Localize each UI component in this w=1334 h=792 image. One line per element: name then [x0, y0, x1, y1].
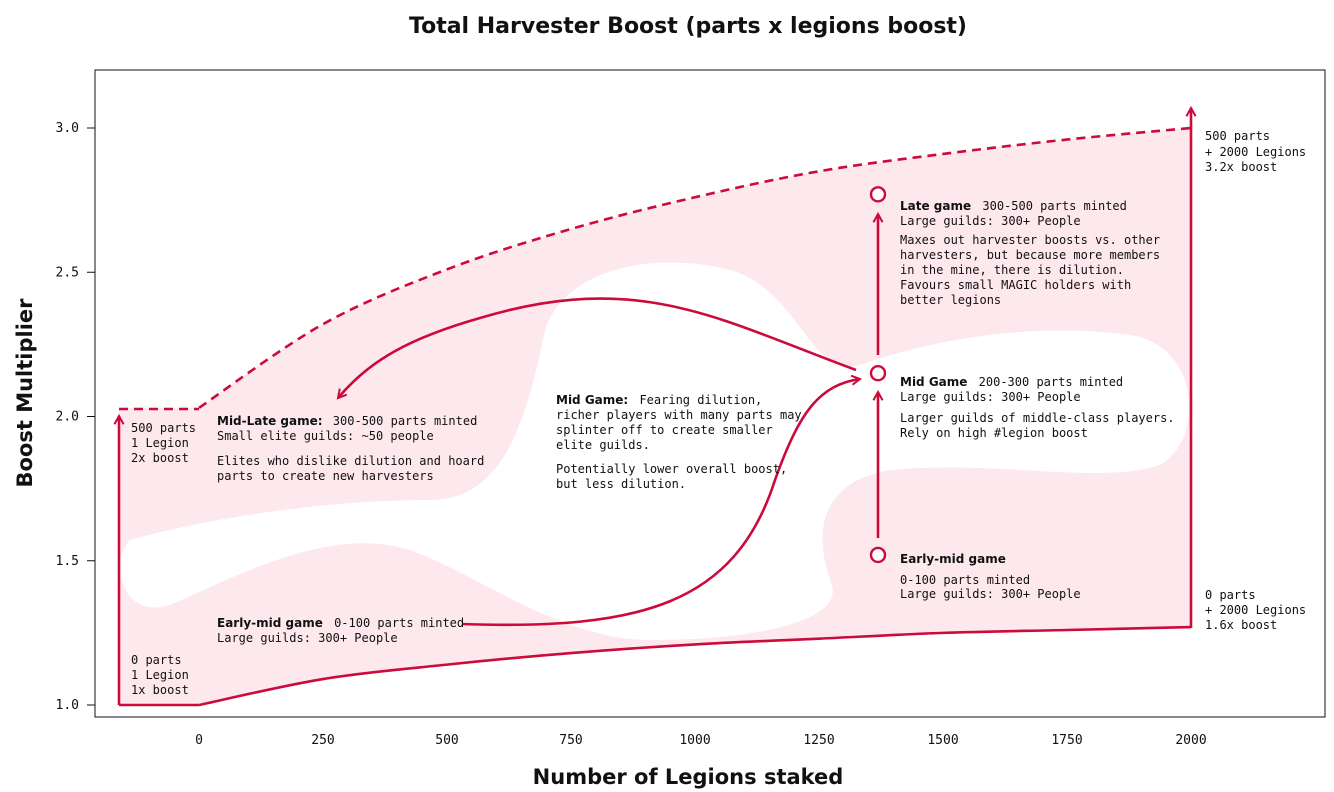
end-low-label: 0 parts + 2000 Legions 1.6x boost	[1205, 588, 1313, 632]
y-tick-label: 2.5	[56, 265, 79, 280]
y-axis-ticks: 1.0 1.5 2.0 2.5 3.0	[56, 121, 95, 713]
mid-late-guilds: Small elite guilds: ~50 people	[217, 429, 434, 443]
mid-game-right-desc: Larger guilds of middle-class players. R…	[900, 411, 1182, 440]
x-tick-label: 750	[559, 733, 582, 748]
late-game-label: Late game 300-500 parts minted	[900, 199, 1127, 213]
y-tick-label: 1.5	[56, 554, 79, 569]
end-high-label: 500 parts + 2000 Legions 3.2x boost	[1205, 129, 1313, 174]
point-late	[869, 186, 887, 203]
late-game-guilds: Large guilds: 300+ People	[900, 214, 1081, 228]
mid-game-right-label: Mid Game 200-300 parts minted	[900, 375, 1123, 389]
x-tick-label: 1000	[679, 733, 710, 748]
x-tick-label: 500	[435, 733, 458, 748]
x-axis-ticks: 0 250 500 750 1000 1250 1500 1750 2000	[195, 733, 1207, 748]
upper-boost-curve	[198, 126, 1192, 409]
late-game-desc: Maxes out harvester boosts vs. other har…	[900, 233, 1167, 307]
x-tick-label: 1250	[803, 733, 834, 748]
start-low-label: 0 parts 1 Legion 1x boost	[131, 653, 196, 697]
y-tick-label: 3.0	[56, 121, 79, 136]
early-mid-left-guilds: Large guilds: 300+ People	[217, 631, 398, 645]
x-tick-label: 0	[195, 733, 203, 748]
y-tick-label: 1.0	[56, 698, 79, 713]
early-mid-left-label: Early-mid game 0-100 parts minted	[217, 616, 464, 630]
early-mid-right-parts: 0-100 parts minted	[900, 573, 1030, 587]
chart-title: Total Harvester Boost (parts x legions b…	[409, 14, 967, 39]
start-high-label: 500 parts 1 Legion 2x boost	[131, 421, 203, 465]
white-blob-center	[120, 262, 1190, 640]
x-tick-label: 1500	[927, 733, 958, 748]
x-tick-label: 250	[311, 733, 334, 748]
mid-game-right-guilds: Large guilds: 300+ People	[900, 390, 1081, 404]
curved-arrow-mid-to-midlate	[338, 297, 857, 398]
x-axis-label: Number of Legions staked	[533, 765, 844, 789]
mid-game-center-label: Mid Game: Fearing dilution,	[556, 393, 762, 407]
mid-game-center-desc: Potentially lower overall boost, but les…	[556, 462, 794, 491]
mid-late-label: Mid-Late game: 300-500 parts minted	[217, 414, 477, 428]
mid-game-center-body: richer players with many parts may splin…	[556, 408, 809, 452]
curved-arrow-early-to-mid	[461, 379, 860, 627]
y-axis-label: Boost Multiplier	[13, 298, 37, 488]
mid-late-desc: Elites who dislike dilution and hoard pa…	[217, 454, 492, 483]
x-tick-label: 1750	[1051, 733, 1082, 748]
plot-frame	[94, 69, 1326, 718]
y-tick-label: 2.0	[56, 410, 79, 425]
early-mid-right-guilds: Large guilds: 300+ People	[900, 587, 1081, 601]
early-mid-right-label: Early-mid game	[900, 552, 1006, 566]
x-tick-label: 2000	[1175, 733, 1206, 748]
point-mid	[869, 365, 887, 382]
point-early-mid	[869, 546, 887, 564]
lower-boost-curve	[198, 625, 1192, 707]
